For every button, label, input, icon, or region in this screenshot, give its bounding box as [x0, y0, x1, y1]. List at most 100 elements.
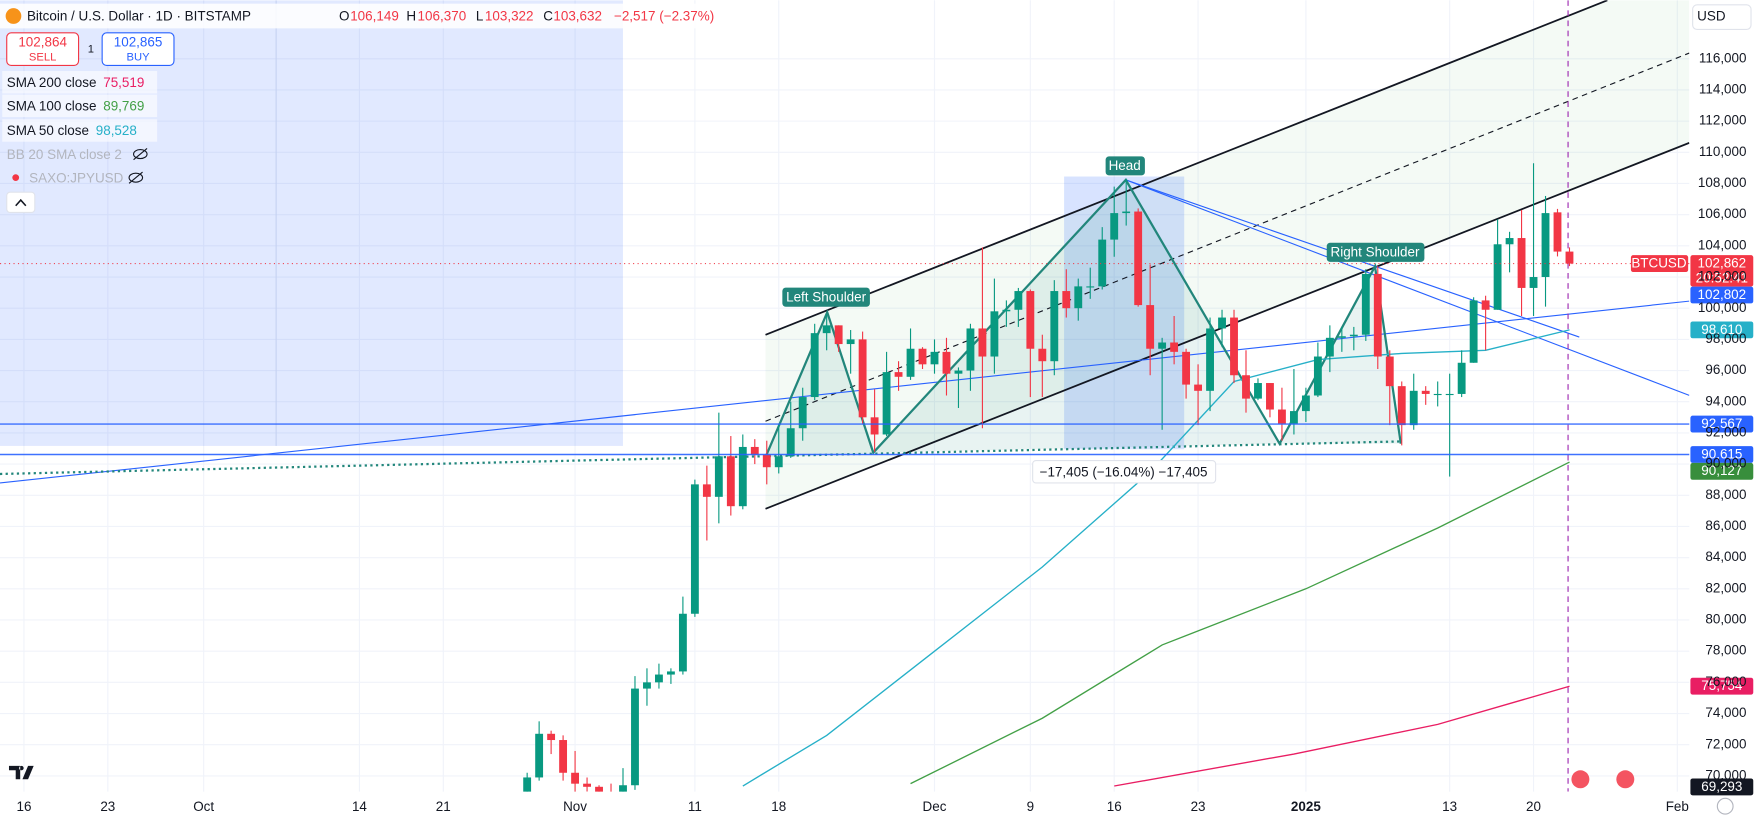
candle-body: [1158, 342, 1167, 349]
x-tick-label: 20: [1526, 799, 1541, 814]
channel-upper: [765, 0, 1608, 336]
x-tick-label: Nov: [563, 799, 587, 814]
legend-name: SMA 50 close: [7, 123, 89, 138]
header-bg: [0, 3, 724, 29]
y-tick-label: 112,000: [1699, 113, 1747, 128]
candle-body: [990, 311, 999, 357]
y-tick-label: 92,000: [1705, 424, 1746, 439]
candle-body: [1529, 277, 1538, 288]
head-label: Head: [1109, 158, 1141, 173]
candle-body: [1361, 273, 1370, 335]
x-tick-label: Feb: [1666, 799, 1689, 814]
legend: BB 20 SMA close 2 SAXO:JPYUSD SMA 200 cl…: [2, 71, 158, 214]
candle-body: [834, 325, 843, 345]
sell-button[interactable]: [6, 32, 80, 66]
candle-body: [882, 372, 891, 435]
candle-body: [523, 777, 532, 792]
x-tick-label: 14: [352, 799, 367, 814]
candle-body: [1254, 383, 1262, 399]
x-tick-label: Dec: [923, 799, 947, 814]
y-tick-label: 110,000: [1699, 144, 1747, 159]
buy-label: BUY: [127, 52, 151, 64]
symbol-badge-label: BTCUSD: [1631, 255, 1687, 270]
candle-body: [1457, 362, 1466, 394]
measure-box: [1064, 176, 1185, 450]
candle-body: [954, 370, 963, 374]
y-tick-label: 96,000: [1705, 362, 1746, 377]
symbol-title: Bitcoin / U.S. Dollar · 1D · BITSTAMP: [27, 9, 251, 24]
currency: USD: [1697, 9, 1726, 24]
label-box: [1105, 156, 1145, 176]
icon-part: [128, 172, 144, 183]
candle-body: [1098, 239, 1107, 287]
sma-line: [1114, 685, 1570, 787]
price-badge-label: 102,862: [1698, 255, 1747, 270]
candle-body: [1230, 317, 1238, 376]
x-tick-label: 2025: [1291, 799, 1321, 814]
candle-body: [750, 446, 759, 455]
channel-lower: [765, 142, 1690, 510]
sma-line: [910, 461, 1570, 785]
series: [742, 329, 1570, 787]
candle-body: [1397, 386, 1406, 426]
label-box: [782, 287, 870, 307]
candle-body: [762, 454, 771, 468]
eye-off-icon[interactable]: [133, 148, 148, 161]
axes: 70,000 72,000 74,000 76,000 78,000 80,000 82,0…: [16, 50, 1746, 814]
legend-value: 75,519: [103, 75, 144, 90]
candle-body: [1445, 393, 1454, 396]
candle-body: [714, 456, 723, 497]
x-tick-label: 9: [1027, 799, 1034, 814]
price-badge-label: 102,802: [1698, 287, 1747, 302]
candle-body: [1014, 291, 1023, 310]
logo: [8, 765, 34, 780]
currency-button[interactable]: [1692, 4, 1752, 31]
candle-body: [1146, 305, 1155, 349]
candle-body: [1553, 212, 1562, 252]
icon-part: [133, 149, 148, 160]
price-badge: [1690, 255, 1754, 287]
drawings: [0, 0, 1690, 792]
range-shade: [0, 0, 623, 446]
price-badge-label: 92,567: [1701, 416, 1742, 431]
ohlc-value: 106,149: [350, 9, 399, 24]
candle-body: [631, 688, 639, 786]
candle-body: [666, 671, 675, 675]
legend-value: 98,528: [96, 123, 137, 138]
ohlc-key: H: [406, 9, 416, 24]
y-tick-label: 76,000: [1705, 674, 1746, 689]
candle-body: [1373, 273, 1382, 357]
y-tick-label: 80,000: [1705, 612, 1746, 627]
x-tick-label: 11: [688, 799, 702, 814]
price-badge: [1690, 462, 1754, 480]
right-shoulder-label: Right Shoulder: [1331, 244, 1421, 259]
ohlc-key: L: [476, 9, 484, 24]
candle-body: [1469, 300, 1478, 363]
candle-body: [1505, 238, 1514, 245]
y-tick-label: 86,000: [1705, 518, 1746, 533]
legend-row-bg: [2, 119, 158, 142]
candle-body: [643, 682, 651, 689]
eye-off-icon[interactable]: [128, 171, 144, 184]
candle-body: [1218, 317, 1226, 329]
hidden-indicator: BB 20 SMA close 2: [7, 147, 122, 162]
price-badge: [1690, 321, 1754, 339]
y-tick-label: 94,000: [1705, 393, 1746, 408]
event-icon[interactable]: [1571, 770, 1590, 789]
candle-body: [1337, 336, 1346, 338]
y-tick-label: 84,000: [1705, 549, 1746, 564]
auto-button[interactable]: [1716, 797, 1734, 815]
buy-button[interactable]: [101, 32, 175, 66]
candle-body: [547, 733, 556, 741]
hidden-indicator: SAXO:JPYUSD: [29, 170, 123, 185]
candle-body: [1206, 328, 1214, 391]
candle-body: [1517, 238, 1526, 288]
candle-body: [918, 348, 927, 365]
event-icon[interactable]: [1616, 770, 1635, 789]
x-tick-label: 18: [771, 799, 786, 814]
y-tick-label: 106,000: [1698, 206, 1747, 221]
candle-body: [559, 740, 568, 773]
collapse-button[interactable]: [6, 191, 36, 214]
x-tick-label: 16: [16, 799, 31, 814]
